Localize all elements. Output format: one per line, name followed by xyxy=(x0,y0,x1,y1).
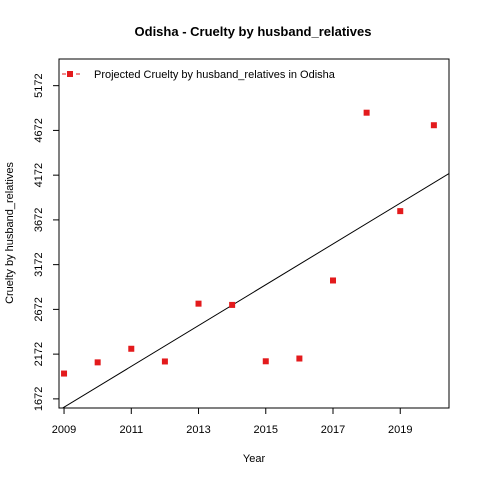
y-tick-label: 1672 xyxy=(33,387,45,411)
data-point xyxy=(296,355,303,362)
data-point xyxy=(195,300,202,307)
plot-area xyxy=(58,58,450,409)
y-tick-label: 4672 xyxy=(33,118,45,142)
y-axis: 1672 2172 2672 3172 3672 4172 4672 5172 xyxy=(33,73,59,411)
legend: Projected Cruelty by husband_relatives i… xyxy=(62,69,336,81)
x-axis-title: Year xyxy=(243,453,266,465)
legend-label: Projected Cruelty by husband_relatives i… xyxy=(94,69,336,81)
x-tick-label: 2011 xyxy=(119,424,143,436)
y-axis-title: Cruelty by husband_relatives xyxy=(4,162,16,304)
data-point xyxy=(363,109,370,116)
x-tick-label: 2015 xyxy=(254,424,278,436)
y-tick-label: 3172 xyxy=(33,252,45,276)
data-point xyxy=(161,358,168,365)
x-axis: 2009 2011 2013 2015 2017 2019 xyxy=(52,408,412,436)
chart-title: Odisha - Cruelty by husband_relatives xyxy=(135,24,372,39)
x-tick-label: 2009 xyxy=(52,424,76,436)
data-point xyxy=(397,208,404,215)
data-point xyxy=(262,358,269,365)
data-point xyxy=(229,301,236,308)
y-tick-label: 3672 xyxy=(33,208,45,232)
y-tick-label: 4172 xyxy=(33,163,45,187)
data-point xyxy=(330,277,337,284)
x-tick-label: 2019 xyxy=(388,424,412,436)
data-point xyxy=(61,370,68,377)
y-tick-label: 2672 xyxy=(33,297,45,321)
x-tick-label: 2013 xyxy=(186,424,210,436)
y-tick-label: 2172 xyxy=(33,342,45,366)
legend-marker xyxy=(67,71,73,77)
y-tick-label: 5172 xyxy=(33,73,45,97)
trend-line xyxy=(61,173,449,408)
trend-line-group xyxy=(61,173,449,408)
data-points xyxy=(61,109,437,377)
data-point xyxy=(94,359,101,366)
data-point xyxy=(430,122,437,129)
data-point xyxy=(128,345,135,352)
x-tick-label: 2017 xyxy=(321,424,345,436)
